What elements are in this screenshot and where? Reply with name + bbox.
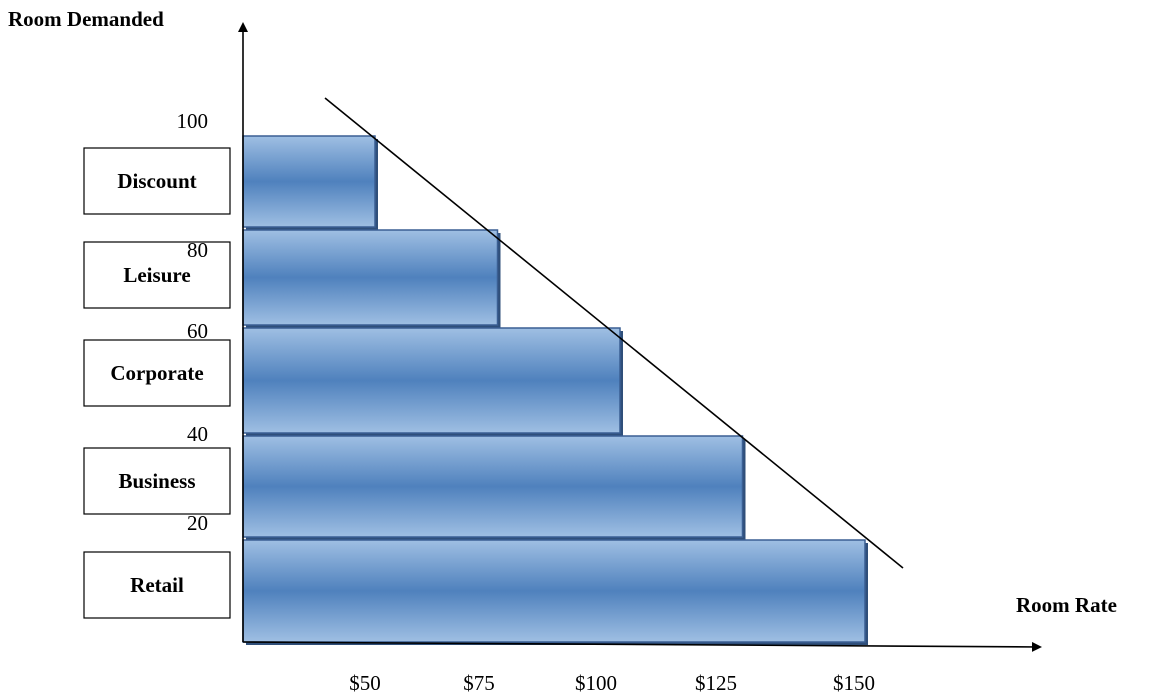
segment-label-leisure: Leisure [123,263,190,287]
segment-labels-layer: Discount Leisure Corporate Business Retail [83,147,231,619]
segment-label-corporate: Corporate [110,361,203,385]
x-tick-label: $150 [833,671,875,695]
segment-box-discount [83,147,231,215]
bar-retail [242,539,866,643]
y-tick-label: 40 [187,422,208,446]
x-tick-label: $100 [575,671,617,695]
segment-label-retail: Retail [130,573,184,597]
segment-box-retail [83,551,231,619]
bar-corporate [242,327,621,434]
x-tick-label: $50 [349,671,381,695]
y-tick-label: 60 [187,319,208,343]
x-axis-line [242,641,1042,652]
demand-curve-line [324,97,904,569]
bars-layer [242,135,868,645]
segment-box-leisure [83,241,231,309]
segment-box-business [83,447,231,515]
bar-leisure [242,229,499,326]
x-tick-label: $125 [695,671,737,695]
x-axis-title: Room Rate [1016,593,1117,617]
ticks-layer: 100 80 60 40 20 $50 $75 $100 $125 $150 [177,109,876,695]
bar-business [242,435,744,538]
y-tick-label: 80 [187,238,208,262]
y-tick-label: 20 [187,511,208,535]
bar-discount [242,135,376,228]
segment-label-business: Business [118,469,195,493]
segment-label-discount: Discount [117,169,196,193]
x-tick-label: $75 [463,671,495,695]
y-axis-title: Room Demanded [8,7,164,31]
y-tick-label: 100 [177,109,209,133]
segment-box-corporate [83,339,231,407]
